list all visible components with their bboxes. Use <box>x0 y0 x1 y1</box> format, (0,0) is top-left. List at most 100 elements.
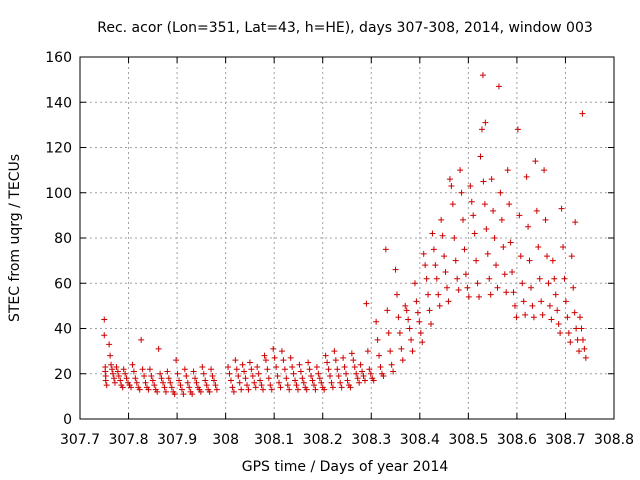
data-point <box>324 359 331 366</box>
data-point <box>523 173 530 180</box>
data-point <box>168 384 175 391</box>
x-tick-label: 308.1 <box>254 432 294 448</box>
y-tick-label: 160 <box>45 50 72 66</box>
data-point <box>110 375 117 382</box>
data-point <box>209 373 216 380</box>
data-point <box>271 354 278 361</box>
data-point <box>460 216 467 223</box>
data-point <box>239 361 246 368</box>
data-point <box>503 289 510 296</box>
data-point <box>145 386 152 393</box>
data-point <box>548 316 555 323</box>
data-point <box>411 280 418 287</box>
data-point <box>555 320 562 327</box>
data-point <box>565 330 572 337</box>
x-tick-label: 308.8 <box>594 432 634 448</box>
data-point <box>251 379 258 386</box>
data-point <box>482 119 489 126</box>
data-point <box>274 373 281 380</box>
data-point <box>529 302 536 309</box>
y-tick-label: 60 <box>54 276 72 292</box>
data-point <box>348 350 355 357</box>
data-point <box>257 377 264 384</box>
data-point <box>564 314 571 321</box>
data-point <box>113 363 120 370</box>
data-point <box>480 178 487 185</box>
data-point <box>108 361 115 368</box>
data-point <box>513 314 520 321</box>
data-point <box>442 268 449 275</box>
data-point <box>542 216 549 223</box>
data-point <box>277 384 284 391</box>
data-point <box>420 250 427 257</box>
data-point <box>337 379 344 386</box>
data-point <box>341 363 348 370</box>
data-point <box>511 302 518 309</box>
data-point <box>520 298 527 305</box>
data-point <box>136 386 143 393</box>
data-point <box>157 370 164 377</box>
data-point <box>335 373 342 380</box>
y-tick-label: 120 <box>45 141 72 157</box>
data-point <box>227 377 234 384</box>
data-point <box>571 309 578 316</box>
data-point <box>582 354 589 361</box>
grid <box>80 57 614 419</box>
data-point <box>300 379 307 386</box>
data-point <box>160 379 167 386</box>
data-point <box>402 302 409 309</box>
data-point <box>264 366 271 373</box>
data-point <box>464 284 471 291</box>
data-point <box>328 379 335 386</box>
y-tick-labels: 0 20 40 60 80 100 120 140 160 <box>45 50 72 428</box>
data-point <box>260 386 267 393</box>
data-point <box>268 386 275 393</box>
data-point <box>403 307 410 314</box>
data-point <box>382 246 389 253</box>
data-point <box>387 348 394 355</box>
data-point <box>477 153 484 160</box>
x-tick-label: 308.2 <box>303 432 343 448</box>
data-point <box>148 373 155 380</box>
data-point <box>568 253 575 260</box>
data-point <box>114 368 121 375</box>
data-point <box>184 379 191 386</box>
data-point <box>200 370 207 377</box>
data-point <box>536 275 543 282</box>
data-point <box>192 375 199 382</box>
data-point <box>517 253 524 260</box>
data-point <box>551 275 558 282</box>
data-point <box>289 363 296 370</box>
data-point <box>481 201 488 208</box>
data-point <box>133 379 140 386</box>
data-point <box>273 363 280 370</box>
data-point <box>177 382 184 389</box>
data-point <box>164 368 171 375</box>
x-tick-label: 307.8 <box>108 432 148 448</box>
data-point <box>230 388 237 395</box>
data-point <box>454 275 461 282</box>
data-point <box>315 370 322 377</box>
data-point <box>374 336 381 343</box>
data-point <box>392 266 399 273</box>
data-point <box>429 230 436 237</box>
data-point <box>321 386 328 393</box>
data-point <box>343 370 350 377</box>
data-point <box>388 361 395 368</box>
data-point <box>572 219 579 226</box>
data-point <box>363 300 370 307</box>
data-point <box>579 336 586 343</box>
data-point <box>364 348 371 355</box>
data-point <box>500 244 507 251</box>
data-point <box>504 167 511 174</box>
data-point <box>109 366 116 373</box>
x-tick-label: 308.5 <box>448 432 488 448</box>
data-point <box>102 377 109 384</box>
x-tick-label: 307.9 <box>157 432 197 448</box>
data-point <box>425 291 432 298</box>
data-point <box>226 370 233 377</box>
data-point <box>495 83 502 90</box>
data-point <box>325 366 332 373</box>
data-point <box>385 330 392 337</box>
data-point <box>278 348 285 355</box>
